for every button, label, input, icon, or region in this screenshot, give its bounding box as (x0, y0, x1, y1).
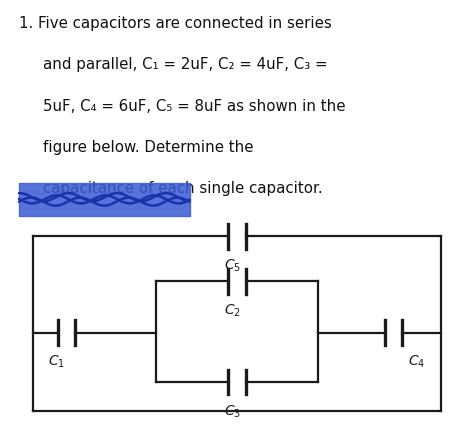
Text: $C_4$: $C_4$ (409, 353, 426, 370)
Text: 5uF, C₄ = 6uF, C₅ = 8uF as shown in the: 5uF, C₄ = 6uF, C₅ = 8uF as shown in the (43, 98, 345, 113)
Text: $C_5$: $C_5$ (224, 257, 241, 273)
Text: capacitance of each single capacitor.: capacitance of each single capacitor. (43, 181, 322, 196)
Text: $C_2$: $C_2$ (224, 302, 241, 318)
Text: and parallel, C₁ = 2uF, C₂ = 4uF, C₃ =: and parallel, C₁ = 2uF, C₂ = 4uF, C₃ = (43, 57, 327, 72)
Text: 1. Five capacitors are connected in series: 1. Five capacitors are connected in seri… (19, 16, 332, 31)
Text: $C_3$: $C_3$ (224, 402, 241, 419)
Text: figure below. Determine the: figure below. Determine the (43, 140, 253, 155)
Text: $C_1$: $C_1$ (48, 353, 65, 370)
